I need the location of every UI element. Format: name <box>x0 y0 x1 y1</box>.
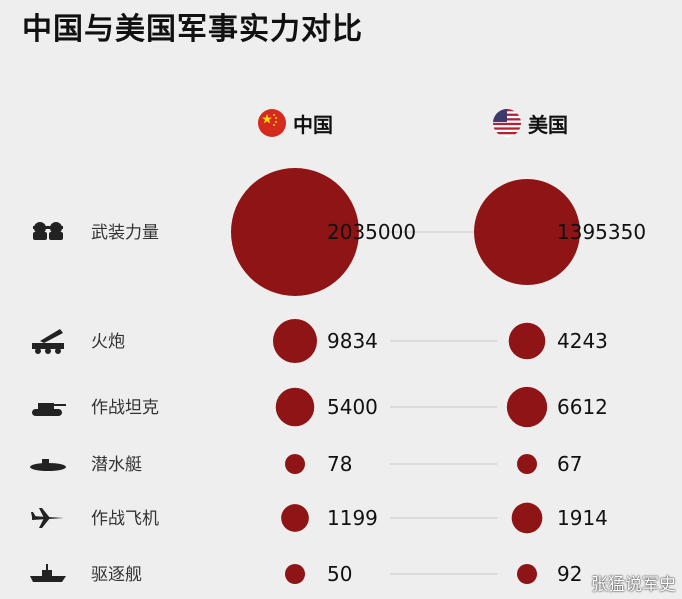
usa-value-label: 1395350 <box>557 220 646 244</box>
usa-bubble <box>506 386 548 428</box>
chart-title: 中国与美国军事实力对比 <box>22 12 363 47</box>
row-label: 作战坦克 <box>91 398 159 418</box>
row-label: 驱逐舰 <box>91 565 142 585</box>
china-bubble <box>231 168 359 296</box>
usa-bubble <box>517 564 537 584</box>
chart-row: 驱逐舰 50 92 <box>30 562 582 586</box>
submarine-icon <box>30 459 66 471</box>
chart-row: 潜水艇 78 67 <box>30 452 582 476</box>
watermark: 张猛说军史 <box>591 575 676 595</box>
usa-bubble <box>508 322 546 360</box>
usa-bubble <box>474 179 580 285</box>
chart-row: 作战坦克 5400 6612 <box>32 386 608 428</box>
china-bubble <box>281 504 309 532</box>
usa-value-label: 1914 <box>557 506 608 530</box>
usa-column-label: 美国 <box>528 112 568 137</box>
usa-value-label: 4243 <box>557 329 608 353</box>
row-label: 武装力量 <box>91 223 159 243</box>
fighter-jet-icon <box>31 508 64 528</box>
usa-column-header: 美国 <box>492 106 568 140</box>
row-label: 潜水艇 <box>91 455 142 475</box>
usa-value-label: 92 <box>557 562 582 586</box>
usa-value-label: 67 <box>557 452 582 476</box>
rocket-launcher-icon <box>32 329 64 354</box>
chart-row: 作战飞机 1199 1914 <box>31 502 608 534</box>
china-value-label: 5400 <box>327 395 378 419</box>
china-value-label: 1199 <box>327 506 378 530</box>
usa-bubble <box>511 502 543 534</box>
china-value-label: 50 <box>327 562 352 586</box>
china-bubble <box>285 454 305 474</box>
china-value-label: 9834 <box>327 329 378 353</box>
row-label: 火炮 <box>91 332 125 352</box>
usa-bubble <box>517 454 537 474</box>
chart-row: 武装力量 2035000 1395350 <box>33 168 646 296</box>
china-bubble <box>275 387 315 427</box>
china-flag-icon <box>258 109 286 137</box>
usa-flag-icon <box>493 109 521 137</box>
china-column-header: 中国 <box>257 106 333 140</box>
chart-row: 火炮 9834 4243 <box>32 319 608 363</box>
china-bubble <box>285 564 305 584</box>
china-value-label: 2035000 <box>327 220 416 244</box>
row-label: 作战飞机 <box>91 509 159 529</box>
destroyer-icon <box>30 564 66 582</box>
china-column-label: 中国 <box>293 112 333 137</box>
usa-value-label: 6612 <box>557 395 608 419</box>
china-value-label: 78 <box>327 452 352 476</box>
china-bubble <box>273 319 317 363</box>
soldiers-icon <box>33 222 63 240</box>
tank-icon <box>32 403 66 416</box>
